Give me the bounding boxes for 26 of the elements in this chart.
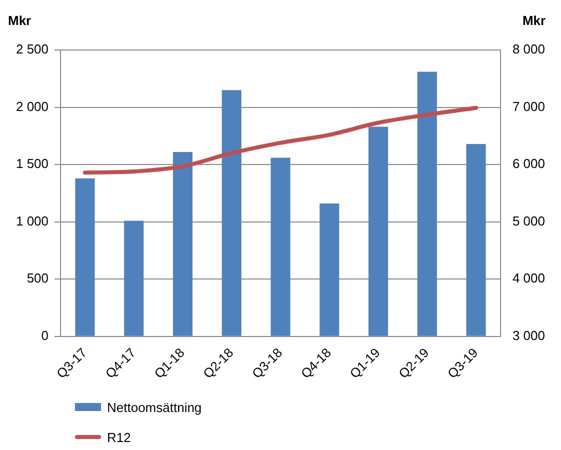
y-axis-title: Mkr bbox=[8, 13, 32, 28]
y2-axis-title: Mkr bbox=[522, 13, 546, 28]
y-tick-label: 2 000 bbox=[16, 98, 49, 114]
bar bbox=[368, 126, 388, 336]
legend-label: R12 bbox=[107, 430, 131, 444]
y-tick-label: 1 500 bbox=[16, 156, 49, 172]
bar bbox=[466, 144, 486, 336]
y-tick-label: 2 500 bbox=[16, 42, 49, 57]
bar bbox=[124, 220, 144, 336]
bar bbox=[270, 158, 290, 336]
bar bbox=[222, 90, 242, 336]
y2-tick-label: 7 000 bbox=[512, 98, 546, 114]
bar bbox=[320, 204, 340, 336]
y2-tick-label: 3 000 bbox=[512, 328, 546, 343]
line-series bbox=[82, 106, 478, 175]
y2-tick-label: 6 000 bbox=[512, 156, 546, 172]
y-tick-label: 1 000 bbox=[16, 213, 49, 228]
y2-tick-label: 5 000 bbox=[512, 213, 546, 228]
y-tick-label: 0 bbox=[41, 328, 49, 343]
bar bbox=[172, 152, 193, 336]
bar bbox=[417, 72, 437, 336]
bar bbox=[75, 178, 95, 336]
y-tick-label: 500 bbox=[26, 270, 49, 286]
legend-label: Nettoomsättning bbox=[107, 400, 202, 414]
y2-tick-label: 4 000 bbox=[512, 270, 546, 286]
y2-tick-label: 8 000 bbox=[512, 42, 546, 57]
